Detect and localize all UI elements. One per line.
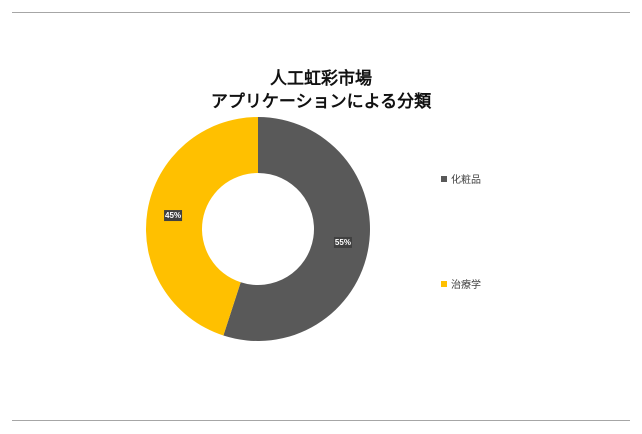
top-border-line	[12, 12, 630, 13]
legend-item-cosmetics: 化粧品	[441, 171, 481, 186]
slice-cosmetics	[223, 117, 370, 341]
data-label-cosmetics: 55%	[333, 236, 352, 248]
legend-swatch-therapeutics	[441, 280, 447, 287]
slice-therapeutics	[145, 117, 258, 336]
chart-title-line1: 人工虹彩市場	[270, 69, 372, 89]
data-label-therapeutics-text: 45%	[165, 211, 181, 220]
legend-label-therapeutics: 治療学	[451, 280, 481, 291]
data-label-therapeutics: 45%	[164, 210, 183, 222]
bottom-border-line	[12, 420, 630, 421]
legend-label-cosmetics: 化粧品	[451, 175, 481, 186]
legend-swatch-cosmetics	[441, 175, 447, 182]
legend-item-therapeutics: 治療学	[441, 276, 481, 291]
chart-title-line2: アプリケーションによる分類	[210, 92, 432, 112]
data-label-cosmetics-text: 55%	[335, 238, 351, 247]
